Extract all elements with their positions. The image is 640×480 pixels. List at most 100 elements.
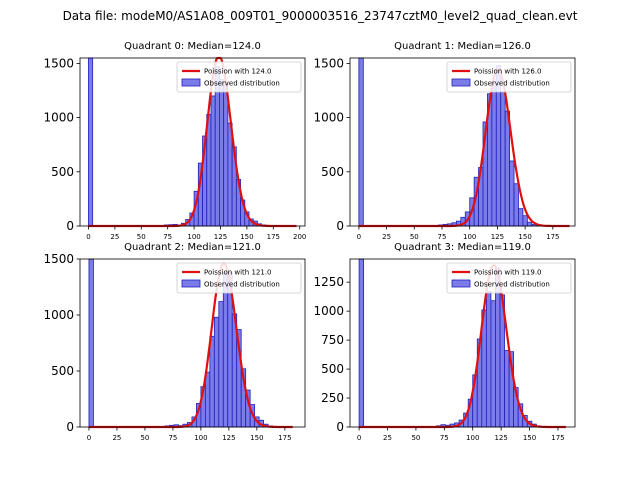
histogram-bar <box>223 81 229 227</box>
y-tick-label: 1000 <box>43 111 74 125</box>
legend-poisson-label: Poission with 124.0 <box>204 68 272 76</box>
histogram-bar <box>209 335 215 428</box>
y-tick-label: 1250 <box>313 275 344 289</box>
x-tick-label: 125 <box>494 434 507 442</box>
legend-observed-label: Observed distribution <box>204 80 280 88</box>
x-tick-label: 25 <box>112 434 121 442</box>
axes-frame <box>349 258 576 428</box>
panels-container: Quadrant 0: Median=124.0 0 25 50 75 100 125 150… <box>43 41 576 442</box>
histogram-bar <box>227 122 233 227</box>
x-tick-label: 0 <box>86 233 90 241</box>
histogram-bar <box>88 258 94 428</box>
legend-box <box>446 61 572 93</box>
legend-observed-label: Observed distribution <box>474 281 550 289</box>
legend-observed-label: Observed distribution <box>204 281 280 289</box>
x-tick-label: 75 <box>163 233 172 241</box>
histogram-bar <box>509 160 515 227</box>
axes-frame <box>79 57 306 227</box>
x-tick-label: 0 <box>87 434 91 442</box>
legend-observed-label: Observed distribution <box>474 80 550 88</box>
legend-poisson-label: Poission with 126.0 <box>474 68 542 76</box>
y-tick-label: 500 <box>321 362 344 376</box>
x-tick-label: 175 <box>267 233 280 241</box>
y-tick-label: 500 <box>51 364 74 378</box>
x-tick-label: 175 <box>278 434 291 442</box>
quadrant-1-panel: Quadrant 1: Median=126.0 0 25 50 75 100 125 150… <box>313 41 576 241</box>
x-tick-label: 100 <box>187 233 200 241</box>
quadrant-2-panel: Quadrant 2: Median=121.0 0 25 50 75 100 125 150… <box>43 242 306 442</box>
quadrant-3-title: Quadrant 3: Median=119.0 <box>394 242 531 253</box>
y-tick-label: 250 <box>321 391 344 405</box>
x-tick-label: 100 <box>194 434 207 442</box>
histogram-bar <box>500 91 506 227</box>
x-tick-label: 150 <box>240 233 253 241</box>
histogram-bar <box>210 95 216 227</box>
x-tick-label: 0 <box>357 233 361 241</box>
histogram-bar <box>88 57 94 227</box>
legend-box <box>446 262 572 294</box>
histogram-bar <box>358 258 365 428</box>
legend-observed-swatch <box>181 279 201 288</box>
x-tick-label: 25 <box>382 233 391 241</box>
x-tick-label: 50 <box>140 434 149 442</box>
x-tick-label: 125 <box>491 233 504 241</box>
quadrant-1-title: Quadrant 1: Median=126.0 <box>394 41 531 52</box>
y-tick-label: 0 <box>336 420 344 434</box>
quadrant-2-title: Quadrant 2: Median=121.0 <box>124 242 261 253</box>
y-tick-label: 0 <box>336 219 344 233</box>
y-tick-label: 0 <box>66 420 74 434</box>
histogram-bar <box>485 291 492 428</box>
poisson-curve <box>358 68 570 228</box>
legend: Poission with 119.0 Observed distribution <box>446 262 572 294</box>
legend-observed-swatch <box>181 78 201 87</box>
y-tick-label: 1000 <box>43 308 74 322</box>
legend-box <box>176 262 302 294</box>
histogram-bar <box>358 57 364 227</box>
histogram-bar <box>219 79 225 227</box>
quadrant-0-panel: Quadrant 0: Median=124.0 0 25 50 75 100 125 150… <box>43 41 306 241</box>
legend: Poission with 126.0 Observed distribution <box>446 61 572 93</box>
x-tick-label: 200 <box>293 233 306 241</box>
y-tick-label: 500 <box>321 165 344 179</box>
x-tick-label: 50 <box>410 233 419 241</box>
x-tick-label: 75 <box>438 233 447 241</box>
y-tick-label: 1000 <box>313 111 344 125</box>
quadrant-0-title: Quadrant 0: Median=124.0 <box>124 41 261 52</box>
quadrant-3-panel: Quadrant 3: Median=119.0 0 25 50 75 100 125 150… <box>313 242 576 442</box>
x-tick-label: 150 <box>518 233 531 241</box>
y-tick-label: 1500 <box>313 56 344 70</box>
x-tick-label: 50 <box>137 233 146 241</box>
x-tick-label: 175 <box>546 233 559 241</box>
x-tick-label: 100 <box>466 434 479 442</box>
figure-suptitle: Data file: modeM0/AS1A08_009T01_90000035… <box>63 9 578 23</box>
x-tick-label: 25 <box>110 233 119 241</box>
histogram-bar <box>504 110 511 227</box>
y-tick-label: 500 <box>51 165 74 179</box>
x-tick-label: 125 <box>222 434 235 442</box>
x-tick-label: 100 <box>463 233 476 241</box>
histogram-bar <box>504 350 510 428</box>
legend: Poission with 124.0 Observed distribution <box>176 61 302 93</box>
y-tick-label: 750 <box>321 333 344 347</box>
legend-poisson-label: Poission with 119.0 <box>474 269 542 277</box>
x-tick-label: 150 <box>523 434 536 442</box>
histogram-bar <box>222 272 229 428</box>
y-tick-label: 1500 <box>43 56 74 70</box>
legend-observed-swatch <box>451 279 471 288</box>
legend-observed-swatch <box>451 78 471 87</box>
x-tick-label: 75 <box>440 434 449 442</box>
legend-poisson-label: Poission with 121.0 <box>204 269 272 277</box>
histogram-bar <box>491 82 497 227</box>
y-tick-label: 0 <box>66 219 74 233</box>
legend-box <box>176 61 302 93</box>
x-tick-label: 25 <box>383 434 392 442</box>
legend: Poission with 121.0 Observed distribution <box>176 262 302 294</box>
histogram-bar <box>513 183 519 227</box>
x-tick-label: 125 <box>214 233 227 241</box>
axes-frame <box>79 258 306 428</box>
x-tick-label: 0 <box>357 434 361 442</box>
y-tick-label: 1000 <box>313 304 344 318</box>
histogram-bar <box>526 221 533 227</box>
axes-frame <box>349 57 576 227</box>
